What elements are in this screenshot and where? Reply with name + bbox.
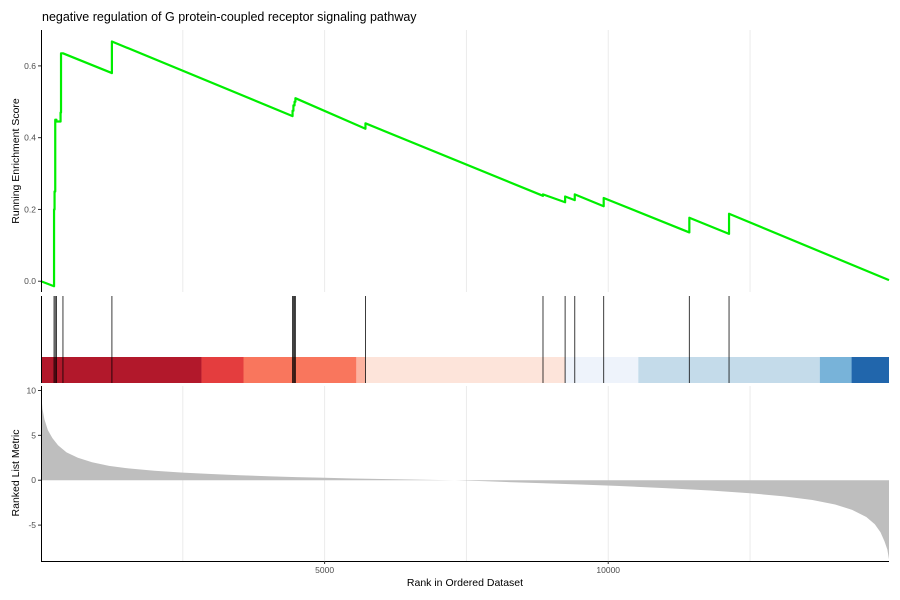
ranked-metric-panel bbox=[41, 390, 889, 560]
metric-y-tick-label: 0 bbox=[31, 475, 36, 485]
enrichment-panel bbox=[40, 40, 890, 288]
enrichment-y-tick-label: 0.0 bbox=[24, 276, 36, 286]
gene-hit-marks bbox=[53, 296, 730, 383]
color-bar-segment bbox=[41, 357, 202, 383]
x-axis-title: Rank in Ordered Dataset bbox=[407, 577, 523, 589]
tick-labels: 0.0 0.2 0.4 0.6 -5 0 5 10 5000 10000 bbox=[24, 61, 620, 575]
metric-y-tick-label: -5 bbox=[28, 520, 36, 530]
enrichment-y-tick-label: 0.2 bbox=[24, 204, 36, 214]
color-bar-segment bbox=[565, 357, 639, 383]
gridlines bbox=[182, 30, 751, 561]
color-bar-segment bbox=[201, 357, 244, 383]
metric-y-tick-label: 10 bbox=[27, 385, 37, 395]
enrichment-y-axis-title: Running Enrichment Score bbox=[10, 98, 22, 224]
color-bar-segment bbox=[819, 357, 852, 383]
x-tick-label: 5000 bbox=[315, 565, 334, 575]
axes bbox=[41, 30, 889, 562]
enrichment-y-tick-label: 0.4 bbox=[24, 133, 36, 143]
color-bar-segment bbox=[356, 357, 366, 383]
color-bar-segment bbox=[243, 357, 357, 383]
running-enrichment-line bbox=[40, 40, 890, 288]
ranked-metric-area bbox=[41, 390, 889, 560]
chart-title: negative regulation of G protein-coupled… bbox=[42, 10, 417, 24]
color-bar bbox=[41, 357, 889, 383]
x-tick-label: 10000 bbox=[596, 565, 620, 575]
enrichment-y-tick-label: 0.6 bbox=[24, 61, 36, 71]
color-bar-segment bbox=[851, 357, 889, 383]
color-bar-segment bbox=[365, 357, 566, 383]
metric-y-tick-label: 5 bbox=[31, 430, 36, 440]
metric-y-axis-title: Ranked List Metric bbox=[10, 430, 22, 517]
